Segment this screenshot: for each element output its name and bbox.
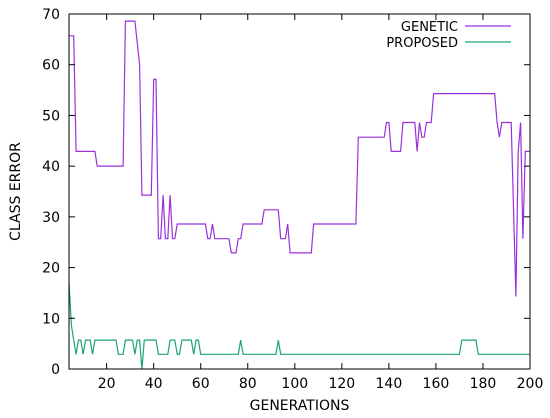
y-tick-label: 50 [42,108,60,124]
x-axis-label: GENERATIONS [250,398,350,414]
series-line-genetic [69,20,530,297]
y-axis-label: CLASS ERROR [8,142,24,241]
x-tick-label: 160 [423,376,450,392]
x-tick-label: 200 [517,376,544,392]
x-tick-label: 60 [192,376,210,392]
x-tick-label: 140 [376,376,403,392]
y-tick-label: 30 [42,210,60,226]
x-tick-label: 40 [145,376,163,392]
y-tick-label: 20 [42,261,60,277]
legend-label-proposed: PROPOSED [386,36,458,51]
y-tick-label: 0 [51,362,60,378]
y-tick-label: 60 [42,58,60,74]
x-tick-label: 120 [328,376,355,392]
y-tick-label: 40 [42,159,60,175]
x-tick-label: 80 [239,376,257,392]
x-tick-label: 20 [98,376,116,392]
x-tick-label: 180 [470,376,497,392]
legend-label-genetic: GENETIC [401,20,458,35]
y-tick-label: 70 [42,7,60,23]
y-tick-label: 10 [42,311,60,327]
x-tick-label: 100 [281,376,308,392]
plot-frame [68,13,531,370]
series-line-proposed [68,282,530,370]
axis-ticks: 20 40 60 80 100 120 140 160 180 200 0 10 20 30 40 50 60 7… [42,7,543,392]
plot-lines [68,20,530,370]
